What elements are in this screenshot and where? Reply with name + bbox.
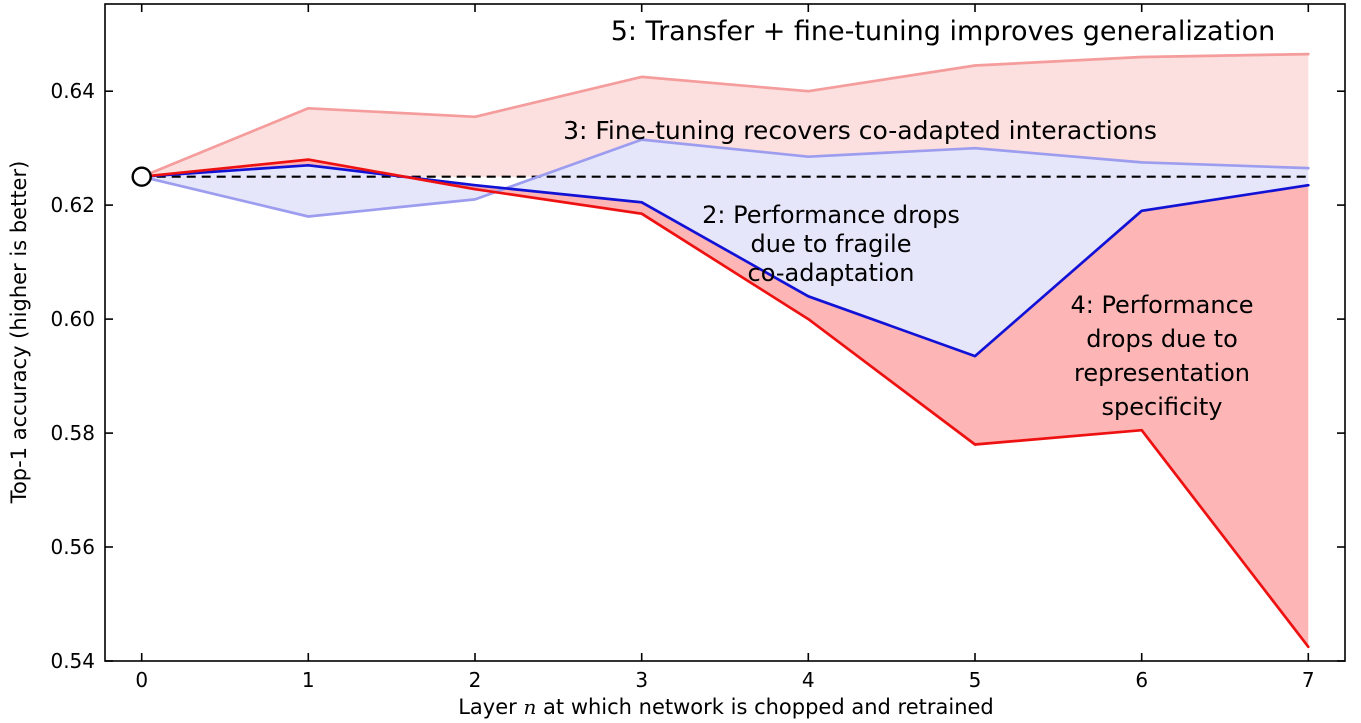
- annotation-3: 3: Fine-tuning recovers co-adapted inter…: [563, 116, 1157, 145]
- series-line-AnB: [140, 158, 1310, 649]
- x-tick-label: 5: [969, 668, 982, 692]
- annotation-4-line-4: specificity: [1102, 393, 1223, 421]
- annotation-3-line-1: 3: Fine-tuning recovers co-adapted inter…: [563, 116, 1157, 145]
- y-tick-label: 0.54: [50, 649, 95, 673]
- annotation-5: 5: Transfer + fine-tuning improves gener…: [611, 16, 1276, 47]
- x-tick-label: 2: [469, 668, 482, 692]
- y-tick-label: 0.64: [50, 79, 95, 103]
- annotation-4-line-2: drops due to: [1086, 325, 1238, 353]
- series-line-BnB_plus: [140, 138, 1310, 218]
- region-4-specificity: [141, 159, 1309, 647]
- x-axis-label: Layer n at which network is chopped and …: [458, 695, 994, 719]
- x-tick-label: 1: [302, 668, 315, 692]
- start-marker: [131, 166, 152, 187]
- y-axis-label: Top-1 accuracy (higher is better): [7, 161, 31, 505]
- x-tick-label: 7: [1302, 668, 1315, 692]
- annotation-2-line-1: 2: Performance drops: [702, 201, 960, 229]
- x-tick-label: 6: [1135, 668, 1148, 692]
- x-axis-label-part: Layer: [458, 695, 523, 719]
- series-line-AnB_plus: [140, 52, 1310, 179]
- x-axis-label-part: at which network is chopped and retraine…: [536, 695, 993, 719]
- y-tick-label: 0.58: [50, 421, 95, 445]
- y-tick-label: 0.60: [50, 307, 95, 331]
- x-axis-label-math-n: n: [523, 695, 536, 719]
- annotation-4-line-3: representation: [1074, 359, 1250, 387]
- x-tick-label: 3: [635, 668, 648, 692]
- x-tick-label: 0: [135, 668, 148, 692]
- y-tick-label: 0.62: [50, 193, 95, 217]
- annotation-2-line-3: co-adaptation: [748, 259, 915, 287]
- annotation-4: 4: Performance drops due to representation…: [1070, 291, 1253, 421]
- region-5-improvement: [141, 54, 1309, 177]
- y-tick-label: 0.56: [50, 535, 95, 559]
- annotation-4-line-1: 4: Performance: [1070, 291, 1253, 319]
- x-tick-label: 4: [802, 668, 815, 692]
- annotation-2-line-2: due to fragile: [751, 230, 912, 258]
- annotation-2: 2: Performance drops due to fragile co-ada…: [702, 201, 960, 287]
- series-line-BnB: [140, 163, 1310, 358]
- axes-frame: [104, 3, 1346, 662]
- annotation-5-line-1: 5: Transfer + fine-tuning improves gener…: [611, 16, 1276, 47]
